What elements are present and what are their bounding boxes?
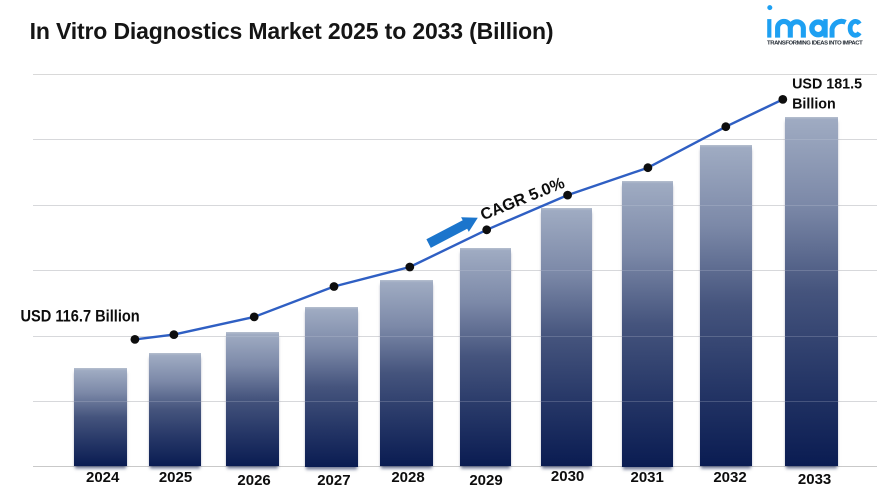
svg-text:TRANSFORMING IDEAS INTO IMPACT: TRANSFORMING IDEAS INTO IMPACT xyxy=(767,41,863,47)
